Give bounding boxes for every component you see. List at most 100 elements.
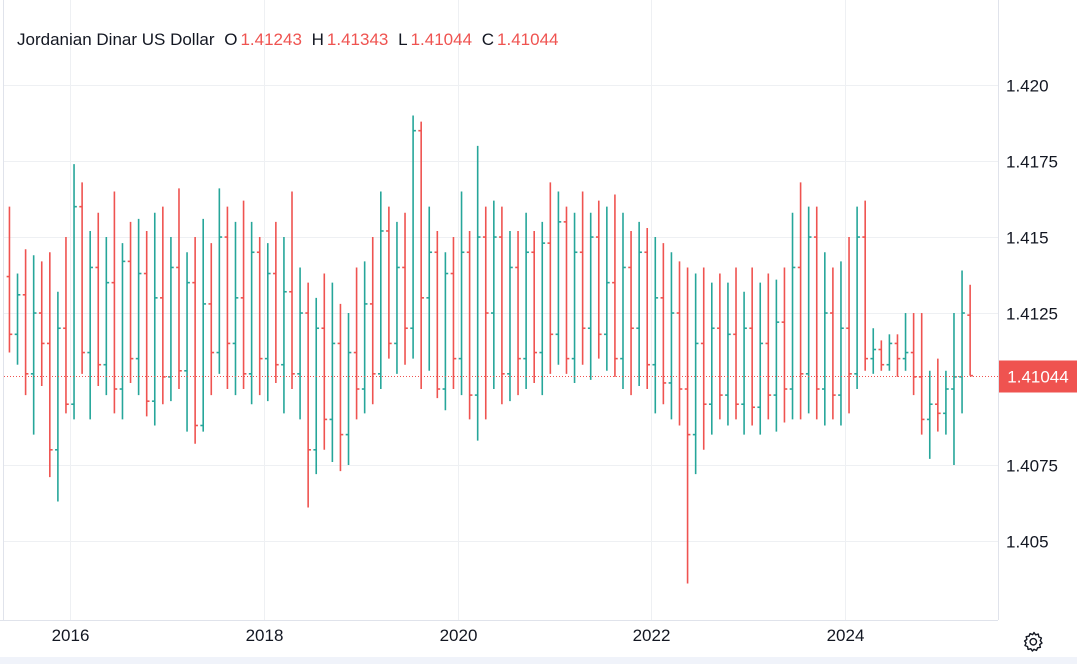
ohlc-bar [918, 313, 925, 435]
ohlc-bar [127, 221, 134, 383]
ohlc-bar [305, 282, 311, 508]
bottom-strip [0, 657, 1077, 664]
grid-layer [4, 0, 998, 620]
ohlc-bar [434, 230, 441, 399]
ohlc-bar [38, 261, 45, 386]
ohlc-bar [377, 191, 384, 390]
ohlc-bar [224, 206, 231, 390]
ohlc-bar [264, 243, 271, 402]
ohlc-bar [612, 194, 618, 377]
ohlc-bar [208, 243, 215, 396]
ohlc-bar [442, 252, 449, 411]
ohlc-bar [660, 243, 667, 405]
legend-high-label: H [311, 30, 324, 49]
ohlc-bar [30, 255, 37, 435]
ohlc-bar [46, 252, 53, 478]
ohlc-bar [692, 273, 699, 475]
ohlc-bar [571, 212, 578, 383]
legend-close-value: 1.41044 [497, 30, 559, 49]
ohlc-bar [523, 212, 529, 390]
ohlc-bar [959, 270, 965, 414]
ohlc-bar [151, 212, 158, 426]
ohlc-bar [725, 282, 731, 426]
time-axis[interactable]: 2016 2018 2020 2022 2024 [52, 626, 865, 645]
ohlc-bar [369, 237, 376, 405]
ohlc-bar [192, 237, 198, 444]
legend-low-label: L [398, 30, 408, 49]
ohlc-bar [652, 237, 659, 414]
last-price-badge [999, 360, 1077, 393]
ohlc-bar [232, 221, 239, 396]
legend-open-value: 1.41243 [240, 30, 302, 49]
price-axis[interactable]: 1.420 1.4175 1.415 1.4125 1.4075 1.405 [1006, 77, 1058, 552]
legend-open-label: O [224, 30, 238, 49]
ohlc-bar [22, 249, 29, 396]
ohlc-bar [71, 164, 77, 420]
ohlc-bar [450, 237, 457, 390]
ohlc-bar [240, 200, 247, 390]
ohlc-bar [515, 230, 521, 396]
ohlc-bar [418, 121, 424, 390]
ohlc-bar [353, 267, 360, 420]
ohlc-bar [708, 282, 715, 435]
ohlc-bar [216, 188, 223, 374]
ohlc-bar [749, 267, 755, 426]
ohlc-bar [870, 328, 877, 374]
ohlc-bar [886, 334, 893, 371]
ohlc-bar [595, 200, 602, 359]
ohlc-bar [620, 212, 626, 390]
ohlc-bar [805, 206, 812, 414]
ohlc-bar [628, 230, 634, 396]
x-tick-label: 2018 [246, 626, 284, 645]
ohlc-bar [248, 221, 255, 405]
ohlc-bar [813, 206, 820, 420]
y-tick-label: 1.4125 [1006, 305, 1058, 324]
ohlc-bar [539, 221, 546, 396]
legend-low-value: 1.41044 [410, 30, 473, 49]
ohlc-bar [386, 206, 392, 359]
y-tick-label: 1.420 [1006, 77, 1049, 96]
ohlc-bar [160, 206, 166, 405]
ohlc-bars [6, 115, 973, 584]
ohlc-bar [499, 206, 505, 405]
chart-legend: Jordanian Dinar US Dollar O 1.41243 H 1.41… [17, 30, 559, 50]
ohlc-bar [684, 267, 691, 584]
ohlc-bar [103, 237, 110, 396]
ohlc-bar [402, 212, 408, 365]
ohlc-bar [676, 261, 683, 426]
x-tick-label: 2022 [633, 626, 671, 645]
ohlc-bar [789, 212, 796, 420]
ohlc-bar [273, 221, 279, 383]
x-tick-label: 2020 [440, 626, 478, 645]
ohlc-bar [466, 230, 473, 420]
ohlc-bar [563, 206, 570, 374]
ohlc-bar [926, 370, 933, 459]
ohlc-bar [458, 191, 465, 396]
ohlc-bar [668, 252, 675, 420]
ohlc-bar [862, 200, 869, 371]
settings-button[interactable] [1022, 630, 1046, 654]
ohlc-bar [894, 334, 901, 377]
ohlc-bar [902, 313, 909, 371]
ohlc-bar [176, 188, 182, 390]
ohlc-bar [361, 261, 368, 414]
ohlc-bar [830, 267, 836, 420]
ohlc-bar [337, 303, 344, 472]
y-tick-label: 1.4175 [1006, 153, 1058, 172]
ohlc-bar [878, 340, 885, 371]
ohlc-bar [329, 282, 336, 462]
ohlc-bar [943, 370, 949, 435]
ohlc-bar [394, 221, 400, 374]
last-price-label: 1.41044 [1007, 368, 1068, 387]
gear-icon [1023, 631, 1043, 652]
last-price-marker: 1.41044 [4, 360, 1077, 393]
ohlc-bar [313, 297, 320, 475]
ohlc-bar [184, 252, 190, 432]
ohlc-bar [765, 273, 772, 420]
ohlc-bar [256, 237, 263, 396]
ohlc-bar [781, 267, 788, 423]
ohlc-bar [547, 182, 554, 374]
ohlc-bar [200, 218, 207, 432]
